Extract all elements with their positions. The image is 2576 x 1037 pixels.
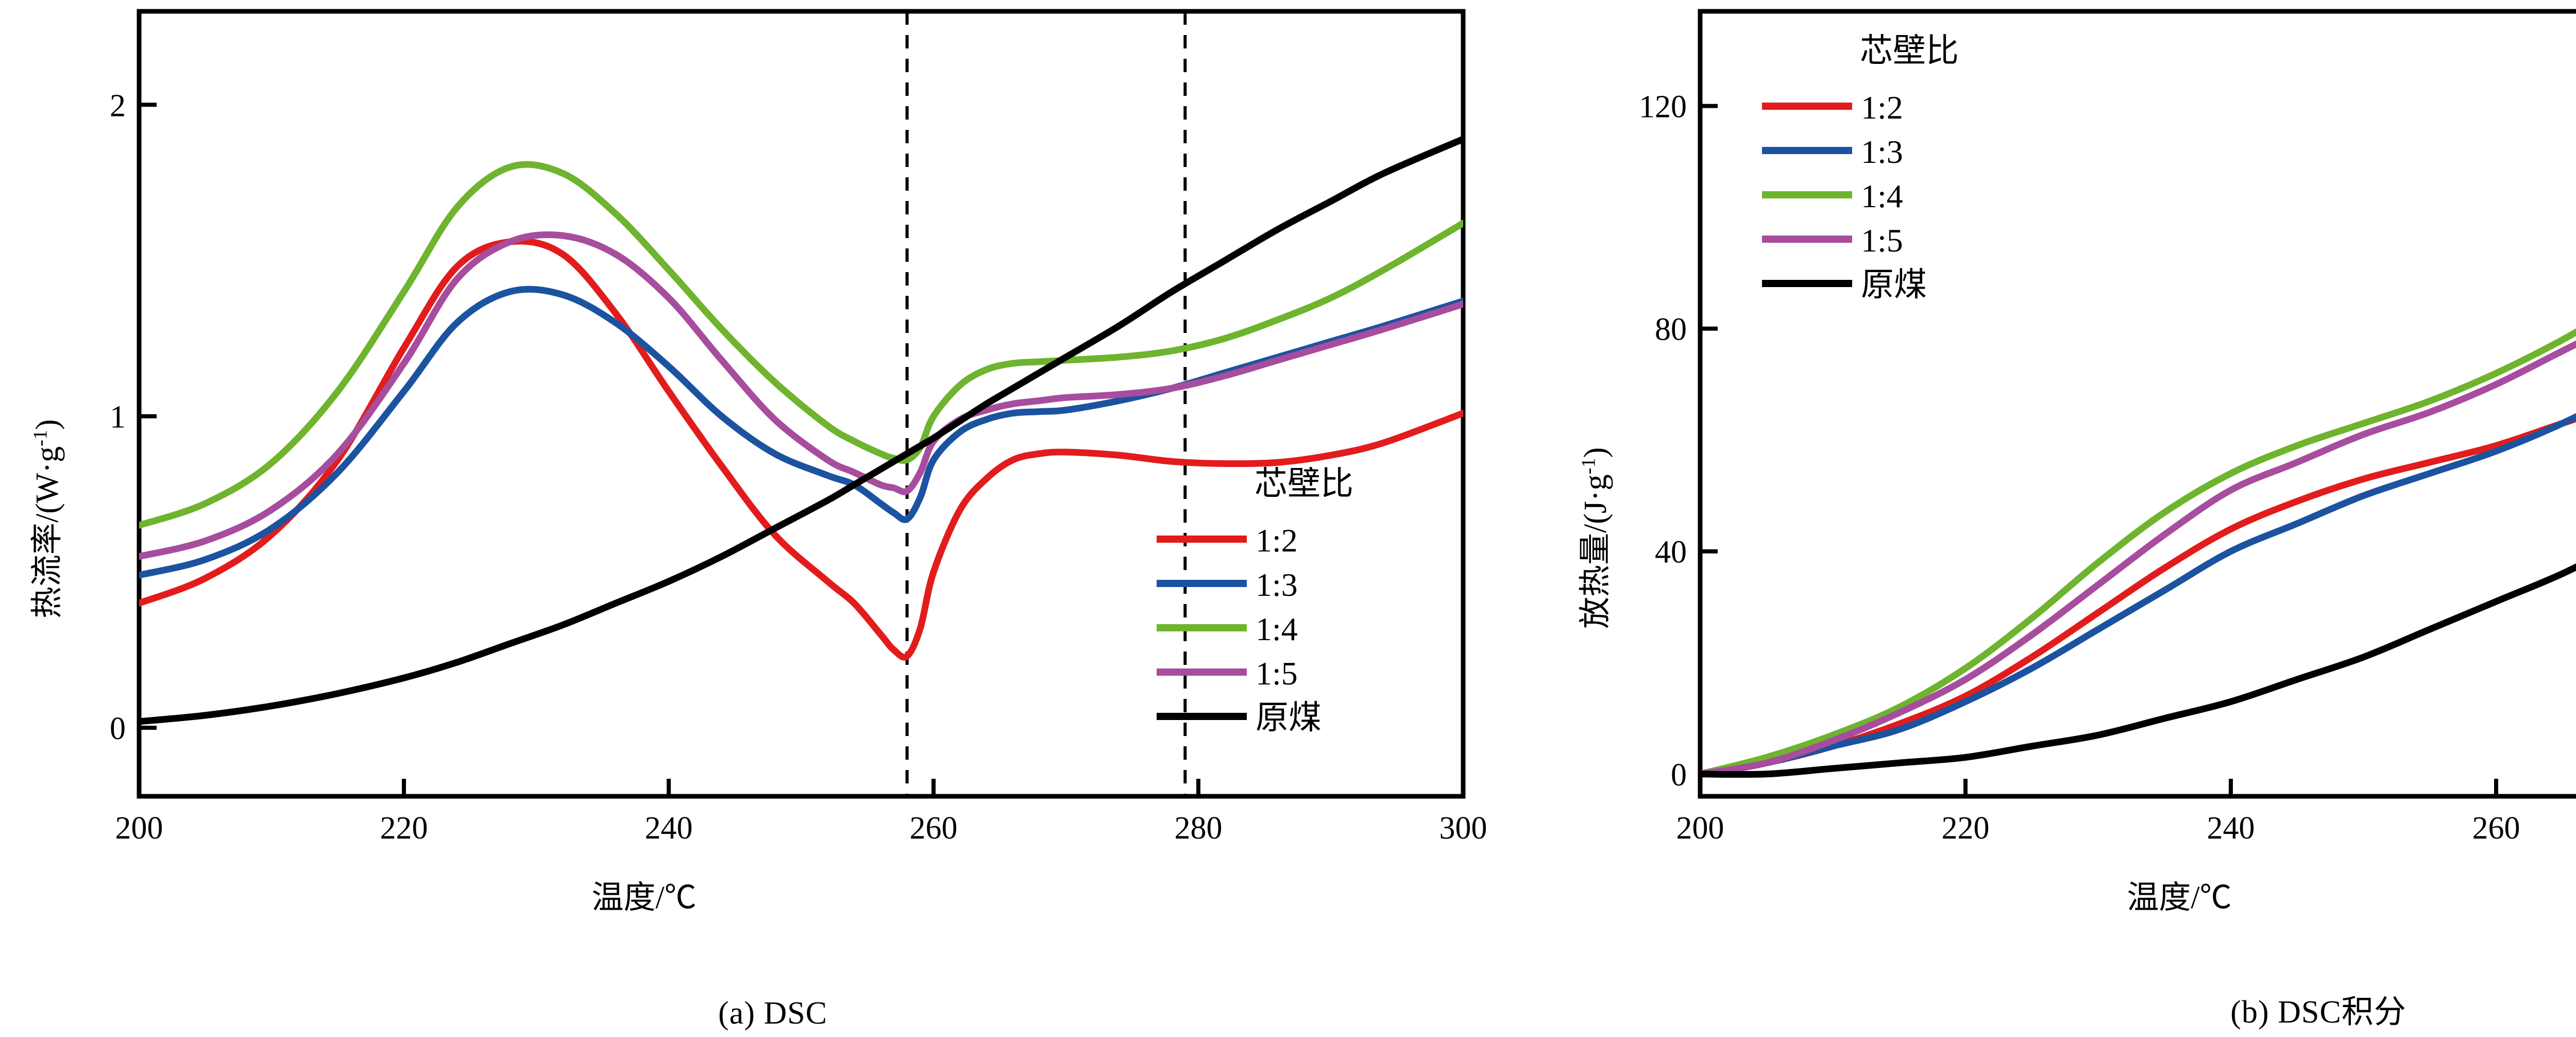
series-line-1:4 (1700, 328, 2576, 778)
y-tick-label: 0 (110, 711, 126, 746)
panel-b-plot: 20022024026028030004080120芯壁比1:21:31:41:… (1639, 9, 2576, 846)
y-tick-label: 0 (1671, 758, 1687, 793)
x-tick-label: 200 (1676, 811, 1724, 846)
plot-frame (137, 9, 1466, 799)
legend: 芯壁比 1:2 1:3 1:4 1:5 原煤 (1157, 465, 1353, 736)
x-tick-label: 260 (2472, 811, 2520, 846)
series-line-原煤 (1700, 563, 2576, 778)
y-tick-label: 1 (110, 400, 126, 435)
x-tick-label: 300 (1439, 811, 1487, 846)
legend-label-1:4: 1:4 (1256, 611, 1298, 647)
series-line-1:2 (1700, 415, 2576, 778)
y-tick-label: 40 (1655, 535, 1687, 570)
x-tick-label: 240 (2207, 811, 2255, 846)
panel-a-x-axis-title: 温度/℃ (591, 880, 697, 915)
x-tick-label: 260 (910, 811, 958, 846)
panel-dsc: 200 220 240 260 280 300 0 1 2 芯壁比 1:2 1:3 1:4 1:5 原煤 热… (21, 9, 1487, 1031)
y-tick-label: 2 (110, 88, 126, 123)
y-tick-label: 80 (1655, 312, 1687, 347)
panel-b-x-axis-title: 温度/℃ (2127, 880, 2232, 915)
legend-label-1:5: 1:5 (1256, 655, 1298, 692)
panel-a-caption: (a) DSC (718, 996, 827, 1031)
x-tick-label: 220 (1942, 811, 1990, 846)
legend-label-1:2: 1:2 (1256, 522, 1298, 559)
panel-a-y-axis-title-main: 热流率/(W·g (30, 446, 65, 618)
legend-label-1:3: 1:3 (1861, 133, 1903, 170)
legend-title: 芯壁比 (1860, 32, 1959, 69)
panel-b-caption: (b) DSC积分 (2230, 995, 2406, 1030)
legend: 芯壁比 1:2 1:3 1:4 1:5 原煤 (1762, 32, 1959, 303)
legend-label-1:5: 1:5 (1861, 222, 1903, 259)
panel-b-y-axis-title-sup: -1 (1578, 458, 1600, 475)
panel-b-y-axis-title-tail: ) (1578, 447, 1613, 458)
plot-frame (1698, 9, 2576, 799)
y-tick-label: 120 (1639, 90, 1687, 125)
legend-title: 芯壁比 (1255, 465, 1353, 502)
x-tick-label: 220 (380, 811, 428, 846)
series-line-1:3 (1700, 413, 2576, 778)
panel-dsc-integral: 20022024026028030004080120芯壁比1:21:31:41:… (1546, 0, 2576, 1037)
panel-a-y-axis-title-sup: -1 (29, 429, 52, 446)
legend-label-1:4: 1:4 (1861, 178, 1903, 214)
panel-b-y-axis-title: 放热量/(J·g-1) (1569, 447, 1615, 629)
legend-label-1:3: 1:3 (1256, 566, 1298, 603)
panel-a-plot: 200 220 240 260 280 300 0 1 2 芯壁比 1:2 1:3 1:4 1:5 原煤 (110, 9, 1487, 846)
legend-label-1:2: 1:2 (1861, 89, 1903, 126)
x-tick-label: 280 (1175, 811, 1223, 846)
series-line-1:4 (139, 161, 1463, 529)
panel-a-y-axis-title-tail: ) (30, 419, 65, 430)
series-line-1:5 (1700, 340, 2576, 778)
x-tick-label: 200 (115, 811, 163, 846)
series-line-原煤 (139, 136, 1463, 725)
panel-a-y-axis-title: 热流率/(W·g-1) (21, 419, 67, 618)
legend-label-原煤: 原煤 (1256, 699, 1321, 736)
x-tick-label: 240 (645, 811, 693, 846)
series-line-1:2 (139, 238, 1463, 661)
panel-b-y-axis-title-main: 放热量/(J·g (1578, 474, 1613, 629)
legend-label-原煤: 原煤 (1861, 266, 1927, 303)
